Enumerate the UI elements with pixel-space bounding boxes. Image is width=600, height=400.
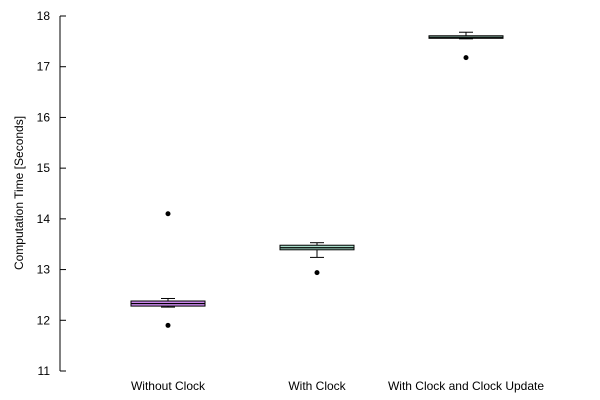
outlier-point — [165, 322, 171, 328]
y-tick-label: 17 — [37, 60, 51, 74]
x-category-label: With Clock and Clock Update — [388, 379, 544, 393]
outlier-point — [314, 270, 320, 276]
y-axis-label: Computation Time [Seconds] — [12, 116, 26, 270]
y-tick-label: 18 — [37, 9, 51, 23]
x-category-label: Without Clock — [131, 379, 206, 393]
y-tick-label: 16 — [37, 110, 51, 124]
y-tick-label: 12 — [37, 313, 51, 327]
y-axis: 11 12 13 14 15 16 17 18 — [37, 9, 66, 378]
boxes — [130, 31, 504, 328]
x-axis-labels: Without Clock With Clock With Clock and Cl… — [131, 379, 544, 393]
box-2 — [279, 242, 355, 276]
y-tick-label: 13 — [37, 263, 51, 277]
y-tick-label: 15 — [37, 161, 51, 175]
box-3 — [428, 31, 504, 61]
box-1 — [130, 211, 206, 328]
y-tick-label: 14 — [37, 212, 51, 226]
outlier-point — [463, 55, 469, 61]
outlier-point — [165, 211, 171, 217]
y-tick-label: 11 — [38, 364, 51, 378]
x-category-label: With Clock — [288, 379, 346, 393]
